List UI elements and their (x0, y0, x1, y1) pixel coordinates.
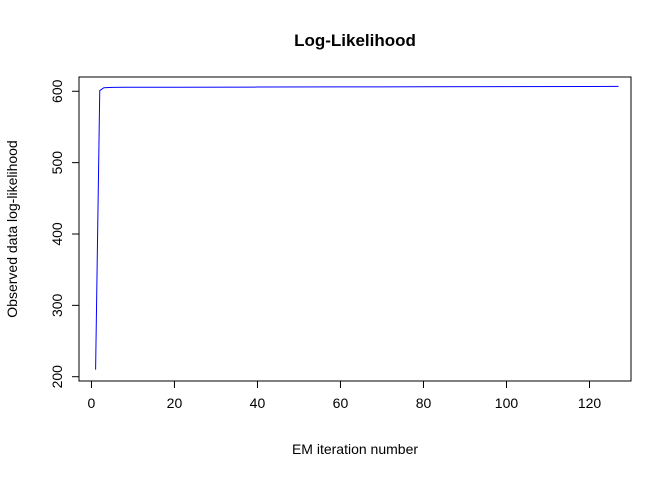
y-axis-ticks: 200 300 400 500 600 (49, 79, 79, 388)
x-tick-label-100: 100 (495, 395, 519, 411)
x-tick-label-40: 40 (250, 395, 266, 411)
y-tick-label-600: 600 (49, 79, 65, 103)
series-line-0 (95, 85, 619, 370)
x-axis-label: EM iteration number (292, 441, 418, 457)
x-tick-label-0: 0 (88, 395, 96, 411)
y-tick-label-400: 400 (49, 222, 65, 246)
y-axis-label: Observed data log-likelihood (4, 140, 20, 317)
series-layer (95, 85, 619, 370)
x-tick-label-20: 20 (167, 395, 183, 411)
y-tick-label-300: 300 (49, 293, 65, 317)
x-axis-ticks: 0 20 40 60 80 100 120 (88, 381, 602, 411)
x-tick-label-80: 80 (416, 395, 432, 411)
chart-title: Log-Likelihood (294, 31, 416, 50)
y-tick-label-500: 500 (49, 151, 65, 175)
x-tick-label-120: 120 (578, 395, 602, 411)
y-tick-label-200: 200 (49, 365, 65, 389)
x-tick-label-60: 60 (333, 395, 349, 411)
plot-frame (78, 76, 632, 382)
